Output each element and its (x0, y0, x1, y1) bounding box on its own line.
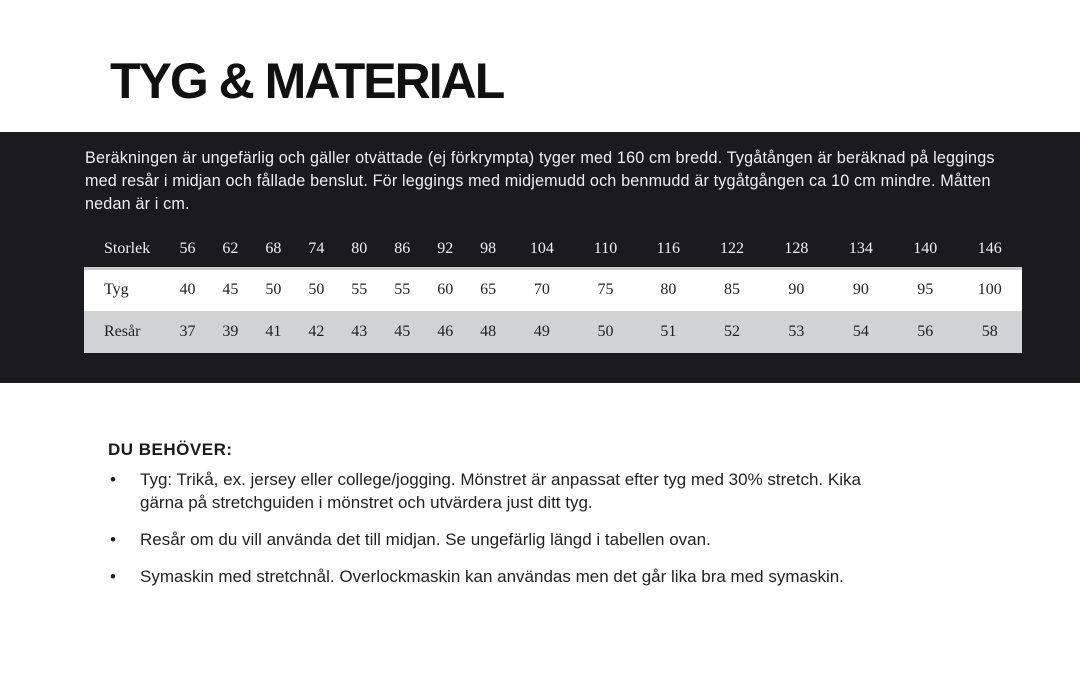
table-cell: 122 (699, 232, 765, 270)
bullet-icon: • (110, 470, 116, 489)
table-cell: 110 (574, 232, 637, 270)
row-label: Storlek (84, 232, 166, 270)
table-cell: 45 (208, 268, 252, 311)
table-cell: 49 (509, 311, 575, 353)
table-cell: 104 (509, 232, 575, 270)
table-cell: 92 (423, 232, 467, 270)
table-cell: 65 (466, 268, 510, 311)
table-cell: 95 (893, 268, 958, 311)
table-cell: 134 (828, 232, 894, 270)
table-cell: 50 (251, 268, 295, 311)
table-cell: 43 (337, 311, 381, 353)
table-cell: 80 (636, 268, 700, 311)
intro-text: Beräkningen är ungefärlig och gäller otv… (85, 149, 995, 213)
table-cell: 56 (166, 232, 209, 270)
list-item: • Tyg: Trikå, ex. jersey eller college/jo… (110, 470, 861, 512)
needs-heading: DU BEHÖVER: (108, 440, 233, 459)
table-cell: 48 (466, 311, 510, 353)
table-cell: 37 (166, 311, 209, 353)
page-title: TYG & MATERIAL (110, 53, 505, 109)
table-cell: 56 (893, 311, 958, 353)
table-cell: 85 (699, 268, 765, 311)
table-cell: 75 (574, 268, 637, 311)
table-cell: 46 (423, 311, 467, 353)
table-cell: 50 (294, 268, 338, 311)
table-cell: 55 (380, 268, 424, 311)
needs-list: • Tyg: Trikå, ex. jersey eller college/jo… (108, 468, 888, 602)
table-cell: 86 (380, 232, 424, 270)
table-cell: 40 (166, 268, 209, 311)
table-cell: 100 (957, 268, 1022, 311)
table-cell: 39 (208, 311, 252, 353)
table-cell: 62 (208, 232, 252, 270)
list-item: • Symaskin med stretchnål. Overlockmaskin… (110, 567, 844, 586)
table-cell: 50 (574, 311, 637, 353)
row-label: Tyg (84, 268, 166, 311)
table-cell: 45 (380, 311, 424, 353)
table-cell: 41 (251, 311, 295, 353)
table-cell: 70 (509, 268, 575, 311)
table-cell: 116 (636, 232, 700, 270)
table-cell: 54 (828, 311, 894, 353)
table-cell: 52 (699, 311, 765, 353)
table-header-row: Storlek 56 62 68 74 80 86 92 98 104 110 116 122 128 13… (84, 232, 1022, 270)
table-cell: 140 (893, 232, 958, 270)
size-table: Storlek 56 62 68 74 80 86 92 98 104 110 116 122 128 13… (84, 232, 1022, 353)
table-cell: 51 (636, 311, 700, 353)
table-cell: 74 (294, 232, 338, 270)
table-cell: 60 (423, 268, 467, 311)
table-row-tyg: Tyg 40 45 50 50 55 55 60 65 70 75 80 85 90 90 95 100 (84, 268, 1022, 311)
list-item: • Resår om du vill använda det till midja… (110, 530, 711, 549)
table-cell: 128 (764, 232, 829, 270)
bullet-icon: • (110, 567, 116, 586)
table-cell: 98 (466, 232, 510, 270)
table-cell: 146 (957, 232, 1022, 270)
table-cell: 90 (764, 268, 829, 311)
table-cell: 90 (828, 268, 894, 311)
table-cell: 58 (957, 311, 1022, 353)
table-cell: 53 (764, 311, 829, 353)
table-cell: 55 (337, 268, 381, 311)
table-cell: 68 (251, 232, 295, 270)
table-cell: 80 (337, 232, 381, 270)
bullet-icon: • (110, 530, 116, 549)
table-row-resar: Resår 37 39 41 42 43 45 46 48 49 50 51 52 53 54 56 58 (84, 311, 1022, 353)
row-label: Resår (84, 311, 166, 353)
table-cell: 42 (294, 311, 338, 353)
